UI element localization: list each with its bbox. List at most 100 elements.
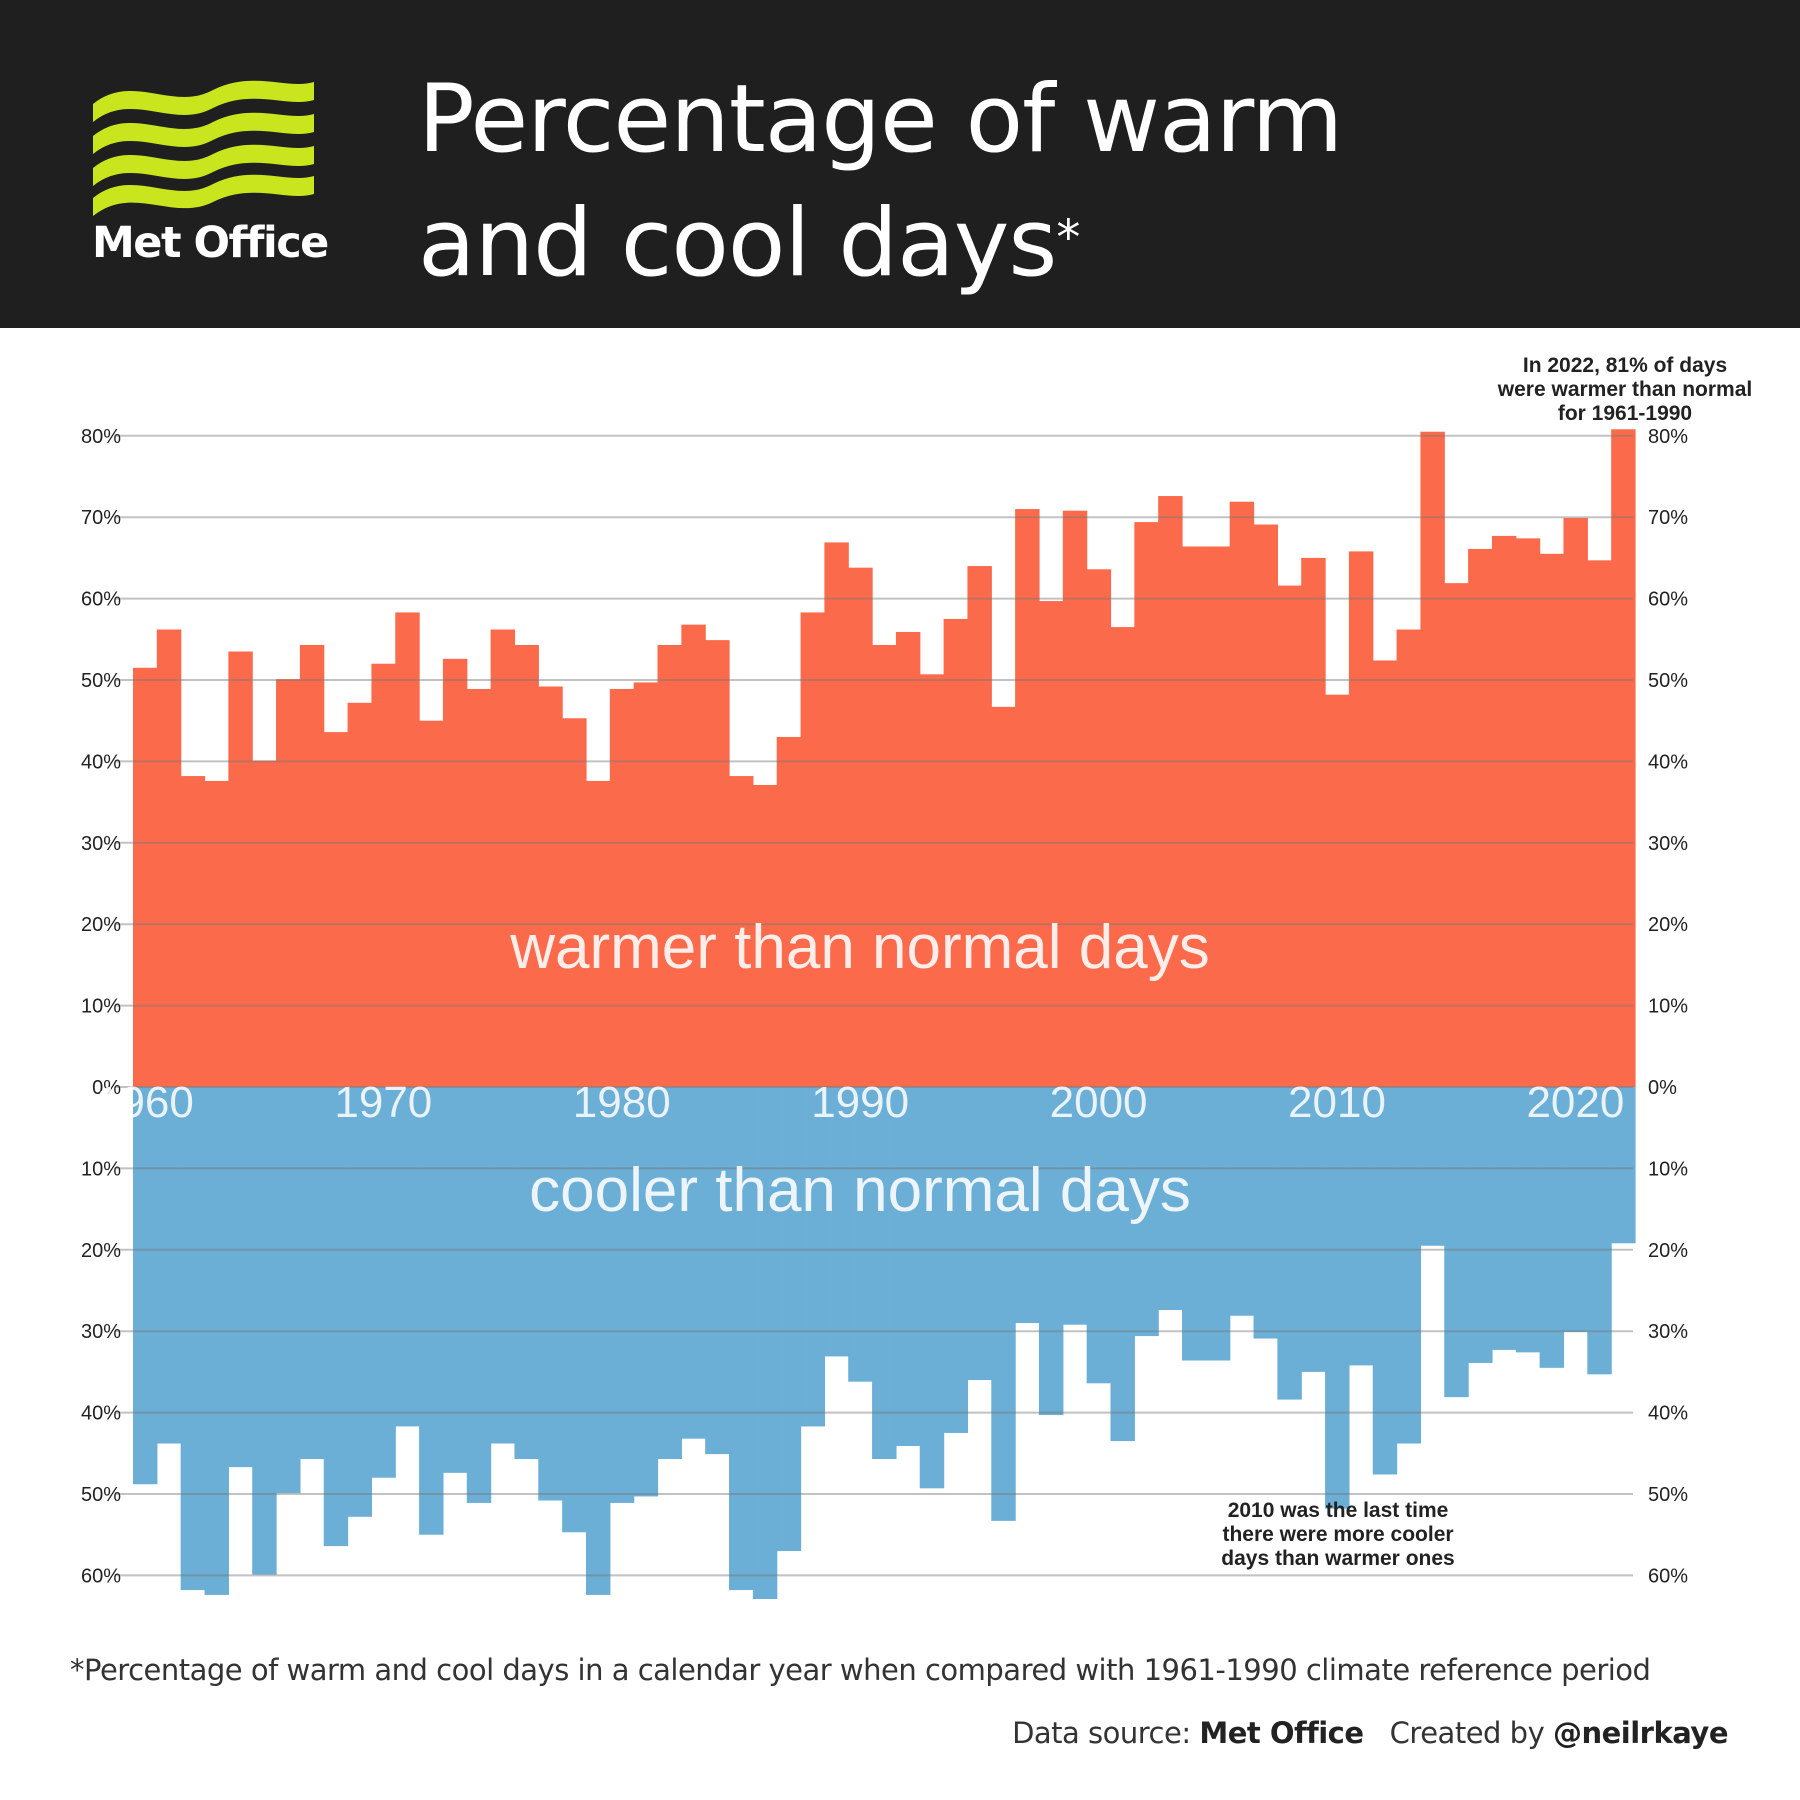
warm-bar-1977: [538, 686, 563, 1087]
warm-bar-2022: [1611, 429, 1636, 1088]
cool-series-label: cooler than normal days: [529, 1156, 1191, 1225]
cool-bar-2011: [1348, 1087, 1374, 1366]
cool-bar-1963: [204, 1087, 229, 1595]
header-banner: Met Office Percentage of warm and cool d…: [0, 0, 1800, 328]
warm-bar-1994: [943, 618, 969, 1087]
footnote: *Percentage of warm and cool days in a c…: [70, 1653, 1651, 1687]
y-tick-left-cool-30: 30%: [81, 1321, 121, 1343]
y-tick-left-cool-60: 60%: [81, 1565, 121, 1587]
cool-bar-1995: [967, 1087, 992, 1381]
cool-bar-1989: [824, 1087, 849, 1357]
y-tick-left-cool-40: 40%: [81, 1403, 121, 1425]
cool-bar-2008: [1277, 1087, 1302, 1400]
cool-bar-1964: [228, 1087, 253, 1468]
warm-bar-2007: [1253, 524, 1278, 1087]
warm-bar-1975: [490, 629, 516, 1087]
y-axis-ticks: 0% 0% 10% 10% 20% 20% 30% 30% 40% 40% 50% 50% 60% 60%…: [81, 426, 1688, 1588]
warm-bar-1987: [776, 736, 802, 1087]
warm-bar-1970: [371, 663, 396, 1087]
y-tick-right-warm-50: 50%: [1648, 670, 1688, 692]
gridlines: [115, 434, 1633, 1577]
warm-bar-1966: [276, 679, 301, 1087]
cool-bar-1988: [800, 1087, 825, 1427]
cool-bar-2010: [1325, 1087, 1350, 1509]
cool-bar-2015: [1444, 1087, 1469, 1398]
y-tick-left-warm-20: 20%: [81, 914, 121, 936]
cool-bar-1970: [371, 1087, 396, 1478]
warm-bar-2008: [1277, 585, 1302, 1087]
cool-bar-2019: [1539, 1087, 1565, 1368]
warm-bar-1978: [562, 718, 587, 1087]
warm-bar-2002: [1134, 522, 1159, 1087]
warm-bar-1965: [252, 760, 277, 1087]
y-tick-left-warm-30: 30%: [81, 833, 121, 855]
x-axis-ticks: 1960 1970 1980 1990 2000 2010 2020: [96, 1078, 1624, 1127]
y-tick-left-warm-60: 60%: [81, 589, 121, 611]
cool-bar-1974: [466, 1087, 492, 1503]
cool-bar-2021: [1587, 1087, 1612, 1375]
warm-bars: [133, 429, 1636, 1088]
cool-bar-1979: [585, 1087, 611, 1595]
warm-bar-1985: [729, 776, 754, 1087]
warm-bar-1995: [967, 566, 992, 1087]
cool-bar-2017: [1491, 1087, 1517, 1350]
x-tick-2020: 2020: [1526, 1078, 1624, 1127]
cool-bar-1993: [919, 1087, 945, 1489]
x-tick-1970: 1970: [334, 1078, 432, 1127]
warm-bar-2003: [1158, 496, 1183, 1087]
annotation-2022-line-3: for 1961-1990: [1558, 402, 1692, 425]
warm-bar-1997: [1015, 509, 1040, 1087]
annotation-2010-line-1: 2010 was the last time: [1228, 1499, 1449, 1522]
warm-bar-1988: [800, 612, 825, 1087]
warm-bar-1961: [156, 629, 182, 1087]
warm-bar-1990: [848, 567, 873, 1087]
cool-bar-2000: [1086, 1087, 1112, 1384]
cool-bar-1981: [633, 1087, 659, 1497]
annotation-2010-line-3: days than warmer ones: [1221, 1547, 1454, 1570]
cool-bar-1976: [514, 1087, 539, 1459]
y-tick-right-cool-40: 40%: [1648, 1403, 1688, 1425]
source-name: Met Office: [1199, 1716, 1364, 1750]
y-tick-right-cool-10: 10%: [1648, 1158, 1688, 1180]
created-label: Created by: [1389, 1716, 1553, 1750]
warm-bar-1992: [895, 631, 921, 1087]
warm-bar-1984: [705, 640, 730, 1087]
warm-bar-2014: [1420, 431, 1445, 1088]
cool-bar-2001: [1110, 1087, 1135, 1442]
cool-bar-1990: [848, 1087, 873, 1382]
warm-bar-1969: [347, 702, 373, 1087]
warm-bar-1963: [204, 780, 229, 1087]
cool-bar-2006: [1229, 1087, 1255, 1316]
annotation-2010: 2010 was the last time there were more c…: [1221, 1499, 1454, 1570]
warm-bar-2001: [1110, 627, 1135, 1087]
cool-bar-1969: [347, 1087, 373, 1517]
warm-bar-2020: [1563, 518, 1588, 1087]
cool-bar-1972: [419, 1087, 444, 1535]
y-tick-right-warm-20: 20%: [1648, 914, 1688, 936]
warm-bar-2009: [1301, 557, 1326, 1087]
annotation-2010-line-2: there were more cooler: [1222, 1523, 1453, 1546]
warm-bar-1999: [1062, 510, 1088, 1087]
warm-bar-1973: [442, 658, 468, 1087]
y-tick-left-cool-50: 50%: [81, 1484, 121, 1506]
warm-bar-1960: [133, 667, 158, 1087]
x-tick-1990: 1990: [811, 1078, 909, 1127]
page-title: Percentage of warm and cool days*: [418, 58, 1718, 306]
cool-bar-1971: [395, 1087, 420, 1427]
cool-bar-1975: [490, 1087, 516, 1444]
warm-bar-1981: [633, 682, 659, 1087]
title-footnote-mark: *: [1056, 210, 1080, 266]
cool-bar-1961: [156, 1087, 182, 1444]
wave-logo-icon: [93, 80, 314, 216]
warm-bar-1964: [228, 651, 253, 1087]
warm-bar-1962: [180, 776, 206, 1087]
y-tick-right-warm-30: 30%: [1648, 833, 1688, 855]
warm-series-label: warmer than normal days: [509, 913, 1210, 982]
cool-bar-1962: [180, 1087, 206, 1591]
source-label: Data source:: [1012, 1716, 1200, 1750]
x-tick-1960: 1960: [96, 1078, 194, 1127]
cool-bar-1992: [895, 1087, 921, 1446]
cool-bar-1991: [872, 1087, 897, 1459]
cool-bar-1983: [681, 1087, 706, 1439]
cool-bar-2005: [1205, 1087, 1231, 1361]
